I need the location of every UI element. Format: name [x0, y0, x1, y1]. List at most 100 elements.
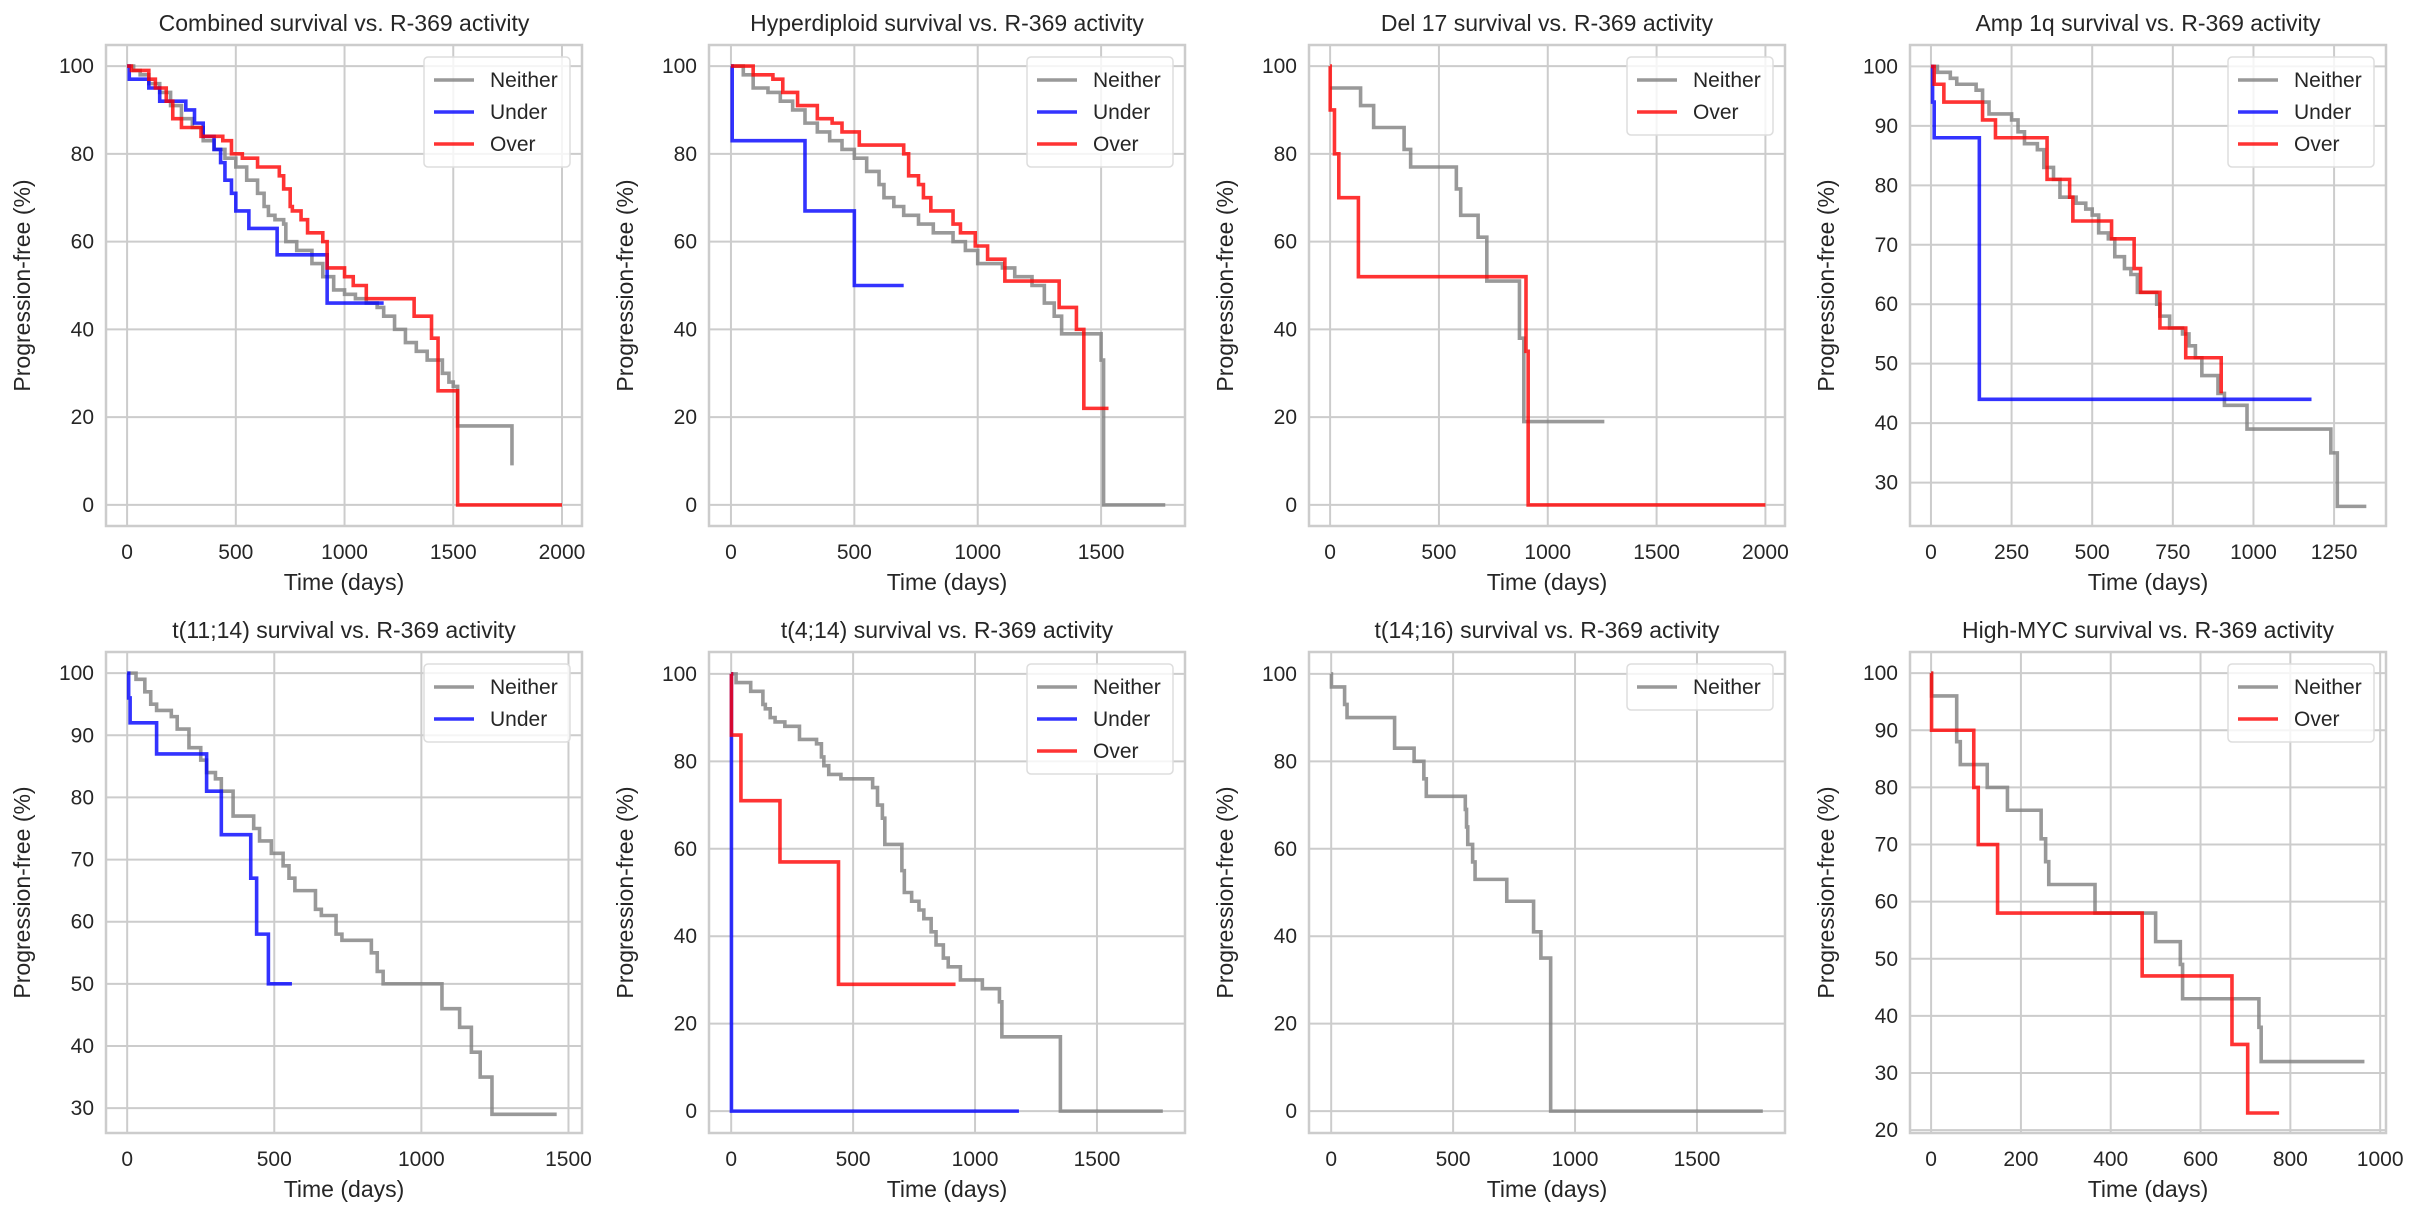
y-tick-label: 100 [1262, 55, 1297, 78]
x-tick-label: 0 [725, 1148, 737, 1171]
y-tick-label: 100 [662, 55, 697, 78]
legend: Neither Under Over [2227, 56, 2375, 168]
x-tick-label: 1000 [954, 541, 1001, 564]
x-tick-label: 1000 [1552, 1148, 1599, 1171]
chart-title: Hyperdiploid survival vs. R-369 activity [750, 10, 1144, 36]
y-tick-label: 60 [71, 231, 94, 254]
y-tick-label: 90 [1875, 115, 1898, 138]
x-axis-label: Time (days) [2088, 569, 2209, 595]
axes-frame [1908, 43, 2388, 528]
chart-title: Amp 1q survival vs. R-369 activity [1975, 10, 2321, 36]
km-curve-over [729, 672, 956, 987]
y-tick-label: 60 [71, 911, 94, 934]
axes-frame [707, 43, 1187, 528]
km-panel: 0 250 500 750 1000 1250 30 40 50 60 70 80 90 100 Amp 1… [1813, 10, 2388, 595]
x-tick-label: 1500 [1633, 541, 1680, 564]
legend-label: Neither [2294, 676, 2362, 699]
legend-label: Under [1093, 101, 1150, 124]
y-tick-label: 20 [1875, 1119, 1898, 1142]
x-tick-label: 0 [1925, 541, 1937, 564]
km-curve-over [1929, 671, 2280, 1115]
legend-box [1026, 663, 1174, 775]
legend-label: Over [1693, 101, 1739, 124]
chart-title: Del 17 survival vs. R-369 activity [1381, 10, 1714, 36]
x-tick-label: 500 [836, 1148, 871, 1171]
x-tick-label: 1000 [952, 1148, 999, 1171]
y-tick-label: 40 [674, 318, 697, 341]
axes-frame [1307, 650, 1787, 1135]
y-tick-label: 100 [1863, 662, 1898, 685]
chart-title: High-MYC survival vs. R-369 activity [1962, 617, 2334, 643]
axes-frame [707, 650, 1187, 1135]
km-curve-under [126, 671, 292, 986]
y-tick-label: 80 [1875, 174, 1898, 197]
x-axis-label: Time (days) [887, 1176, 1008, 1202]
chart-title: t(14;16) survival vs. R-369 activity [1374, 617, 1720, 643]
legend-label: Under [490, 708, 547, 731]
y-tick-label: 60 [674, 231, 697, 254]
x-tick-label: 1000 [2230, 541, 2277, 564]
legend: Neither Over [2227, 663, 2375, 743]
x-tick-label: 2000 [539, 541, 586, 564]
y-tick-label: 20 [1274, 1013, 1297, 1036]
x-axis-label: Time (days) [1487, 569, 1608, 595]
x-tick-label: 1000 [321, 541, 368, 564]
y-tick-label: 80 [1274, 750, 1297, 773]
x-tick-label: 500 [2075, 541, 2110, 564]
legend-label: Neither [1093, 676, 1161, 699]
y-tick-label: 40 [1875, 1005, 1898, 1028]
legend: Neither Under Over [423, 56, 571, 168]
km-curve-neither [1930, 64, 2367, 509]
y-tick-label: 20 [674, 1013, 697, 1036]
legend: Neither Under Over [1026, 663, 1174, 775]
legend-label: Neither [1093, 69, 1161, 92]
y-tick-label: 0 [82, 494, 94, 517]
y-tick-label: 0 [1285, 494, 1297, 517]
legend-label: Under [1093, 708, 1150, 731]
y-tick-label: 20 [1274, 406, 1297, 429]
y-tick-label: 40 [1274, 925, 1297, 948]
y-tick-label: 40 [1875, 412, 1898, 435]
y-tick-label: 40 [1274, 318, 1297, 341]
y-tick-label: 60 [674, 838, 697, 861]
legend: Neither Over [1626, 56, 1774, 136]
y-tick-label: 0 [685, 494, 697, 517]
chart-title: t(11;14) survival vs. R-369 activity [172, 617, 516, 643]
x-tick-label: 1500 [545, 1148, 592, 1171]
y-tick-label: 70 [71, 849, 94, 872]
legend-box [2227, 663, 2375, 743]
y-tick-label: 60 [1875, 891, 1898, 914]
x-tick-label: 250 [1994, 541, 2029, 564]
km-curve-under [730, 64, 904, 288]
km-curve-neither [731, 672, 1163, 1113]
x-tick-label: 0 [121, 541, 133, 564]
x-tick-label: 1000 [398, 1148, 445, 1171]
y-axis-label: Progression-free (%) [1212, 179, 1238, 391]
x-tick-label: 600 [2183, 1148, 2218, 1171]
y-tick-label: 60 [1875, 293, 1898, 316]
y-tick-label: 90 [1875, 719, 1898, 742]
y-axis-label: Progression-free (%) [612, 179, 638, 391]
y-tick-label: 100 [1863, 55, 1898, 78]
y-axis-label: Progression-free (%) [612, 786, 638, 998]
x-tick-label: 1500 [430, 541, 477, 564]
km-panel: 0 500 1000 1500 0 20 40 60 80 100 Hyperdiploid sur… [612, 10, 1187, 595]
y-tick-label: 30 [71, 1097, 94, 1120]
legend: Neither Under [423, 663, 571, 743]
y-tick-label: 30 [1875, 1062, 1898, 1085]
y-tick-label: 50 [1875, 353, 1898, 376]
legend-label: Under [490, 101, 547, 124]
legend-label: Over [1093, 740, 1139, 763]
legend-label: Over [490, 133, 536, 156]
x-tick-label: 800 [2273, 1148, 2308, 1171]
y-axis-label: Progression-free (%) [1813, 179, 1839, 391]
y-tick-label: 50 [1875, 948, 1898, 971]
y-tick-label: 80 [71, 143, 94, 166]
km-curve-neither [127, 671, 557, 1117]
y-tick-label: 80 [674, 143, 697, 166]
km-panel: 0 500 1000 1500 0 20 40 60 80 100 t(14;16) surviva… [1212, 617, 1787, 1202]
x-tick-label: 1250 [2311, 541, 2358, 564]
y-axis-label: Progression-free (%) [9, 786, 35, 998]
axes-frame [104, 43, 584, 528]
x-tick-label: 0 [121, 1148, 133, 1171]
